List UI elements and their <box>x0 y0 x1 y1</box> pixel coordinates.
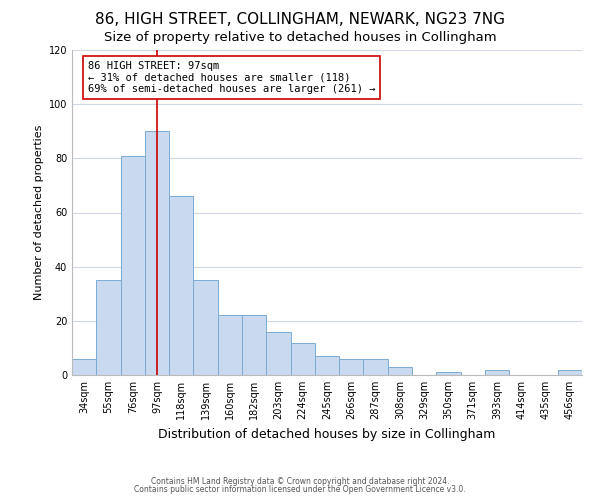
Bar <box>339 359 364 375</box>
Bar <box>121 156 145 375</box>
Bar <box>96 280 121 375</box>
Bar <box>558 370 582 375</box>
Bar <box>218 316 242 375</box>
Text: Size of property relative to detached houses in Collingham: Size of property relative to detached ho… <box>104 31 496 44</box>
Bar <box>145 131 169 375</box>
Text: 86 HIGH STREET: 97sqm
← 31% of detached houses are smaller (118)
69% of semi-det: 86 HIGH STREET: 97sqm ← 31% of detached … <box>88 61 375 94</box>
Bar <box>290 342 315 375</box>
Bar <box>72 359 96 375</box>
Bar <box>193 280 218 375</box>
Bar <box>485 370 509 375</box>
Y-axis label: Number of detached properties: Number of detached properties <box>34 125 44 300</box>
X-axis label: Distribution of detached houses by size in Collingham: Distribution of detached houses by size … <box>158 428 496 440</box>
Bar <box>436 372 461 375</box>
Bar <box>242 316 266 375</box>
Text: 86, HIGH STREET, COLLINGHAM, NEWARK, NG23 7NG: 86, HIGH STREET, COLLINGHAM, NEWARK, NG2… <box>95 12 505 28</box>
Bar <box>169 196 193 375</box>
Text: Contains HM Land Registry data © Crown copyright and database right 2024.: Contains HM Land Registry data © Crown c… <box>151 477 449 486</box>
Bar <box>266 332 290 375</box>
Bar <box>315 356 339 375</box>
Bar <box>364 359 388 375</box>
Bar <box>388 367 412 375</box>
Text: Contains public sector information licensed under the Open Government Licence v3: Contains public sector information licen… <box>134 484 466 494</box>
